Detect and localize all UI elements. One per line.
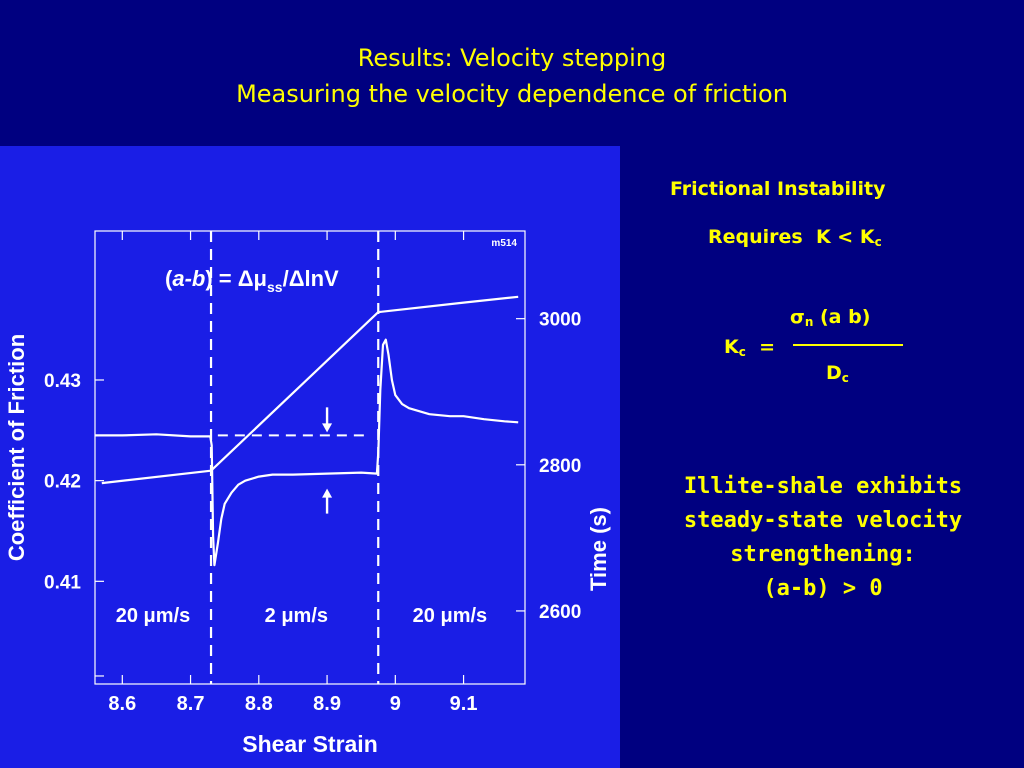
kc-numerator-rest: (a b) xyxy=(813,306,871,328)
y-axis-title: Coefficient of Friction xyxy=(4,334,29,561)
kc-left-side: Kc = xyxy=(724,336,775,359)
kc-symbol: K xyxy=(724,336,739,358)
equation-part: ) = Δμ xyxy=(205,266,267,291)
y2-tick-label: 3000 xyxy=(539,310,581,331)
instability-heading: Frictional Instability xyxy=(670,178,886,200)
x-tick-label: 9 xyxy=(390,693,401,715)
x-tick-label: 8.8 xyxy=(245,693,273,715)
requires-condition: Requires K < Kc xyxy=(708,226,882,249)
up-arrow-icon xyxy=(322,488,333,498)
y-tick-label: 0.43 xyxy=(44,371,81,392)
conclusion-line: steady-state velocity xyxy=(683,508,963,533)
requires-subscript: c xyxy=(874,235,882,249)
y-tick-label: 0.41 xyxy=(44,572,81,593)
conclusion-text: Illite-shale exhibits steady-state veloc… xyxy=(650,470,996,606)
y2-axis-title: Time (s) xyxy=(586,507,611,591)
velocity-label: 20 μm/s xyxy=(413,605,488,627)
conclusion-line: strengthening: xyxy=(730,542,916,567)
x-tick-label: 8.7 xyxy=(177,693,205,715)
friction-chart: 8.6 8.7 8.8 8.9 9 9.1 0.43 0.42 0.41 3000 2800 2600… xyxy=(4,230,611,757)
equation-part: /ΔlnV xyxy=(283,266,339,291)
kc-denominator-symbol: D xyxy=(826,362,842,384)
down-arrow-icon xyxy=(322,423,333,433)
conclusion-line: (a-b) > 0 xyxy=(763,576,883,601)
kc-equals: = xyxy=(759,336,776,358)
y2-tick-label: 2800 xyxy=(539,456,581,477)
requires-expression: K < K xyxy=(815,226,875,248)
equation-part: ( xyxy=(165,266,173,291)
equation-part: a-b xyxy=(172,266,205,291)
x-axis-title: Shear Strain xyxy=(242,731,378,757)
x-tick-label: 8.9 xyxy=(313,693,341,715)
kc-numerator-sigma-sub: n xyxy=(804,315,814,329)
time-series-line xyxy=(101,295,519,485)
slide-subtitle: Measuring the velocity dependence of fri… xyxy=(236,80,788,108)
rate-dependence-equation: (a-b) = Δμss/ΔlnV xyxy=(165,266,339,295)
conclusion-line: Illite-shale exhibits xyxy=(683,474,963,499)
kc-denominator: Dc xyxy=(826,362,849,385)
friction-series-line xyxy=(95,338,519,567)
y-tick-label: 0.42 xyxy=(44,472,81,493)
experiment-tag: m514 xyxy=(491,238,517,249)
kc-symbol-sub: c xyxy=(738,345,746,359)
fraction-bar xyxy=(793,344,903,346)
velocity-label: 20 μm/s xyxy=(116,605,191,627)
kc-numerator: σn (a b) xyxy=(790,306,870,329)
kc-numerator-sigma: σ xyxy=(790,306,805,328)
x-tick-label: 8.6 xyxy=(108,693,136,715)
friction-chart-panel: 8.6 8.7 8.8 8.9 9 9.1 0.43 0.42 0.41 3000 2800 2600… xyxy=(0,146,620,768)
x-tick-label: 9.1 xyxy=(450,693,478,715)
y2-tick-label: 2600 xyxy=(539,602,581,623)
plot-frame xyxy=(94,230,526,685)
velocity-label: 2 μm/s xyxy=(265,605,328,627)
kc-denominator-sub: c xyxy=(841,371,849,385)
equation-subscript: ss xyxy=(267,279,283,295)
requires-label: Requires xyxy=(708,226,803,248)
slide-title: Results: Velocity stepping xyxy=(357,44,667,72)
